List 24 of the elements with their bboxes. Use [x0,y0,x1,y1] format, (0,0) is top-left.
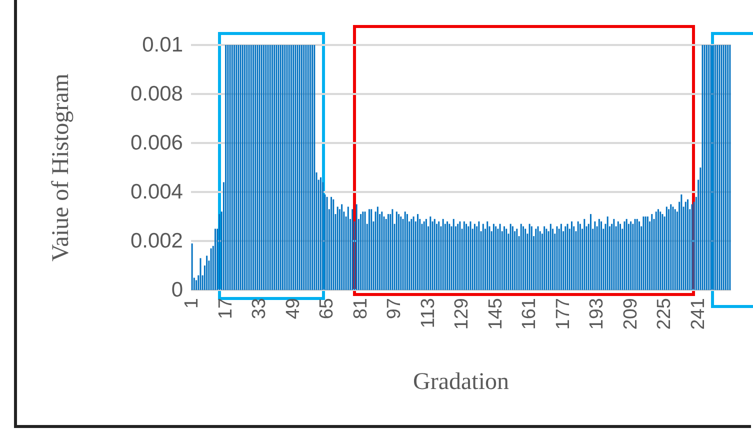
x-tick-label: 241 [688,298,709,330]
x-tick-label: 161 [519,298,540,330]
x-tick-label: 97 [384,298,406,320]
y-tick-label: 0.008 [130,82,183,106]
y-tick-label: 0.01 [142,34,183,56]
x-tick-label: 193 [586,298,608,330]
y-tick-label: 0.006 [130,132,183,154]
x-tick-label: 129 [452,298,473,330]
x-tick-label: 225 [654,298,676,330]
y-tick-label: 0.002 [130,230,183,252]
x-tick-label: 209 [620,298,642,330]
x-tick-label: 33 [249,298,270,320]
x-tick-label: 65 [316,298,338,320]
y-axis-title: Vaiue of Histogram [48,73,74,262]
x-tick-label: 49 [282,298,304,320]
y-tick-label: 0 [171,278,183,302]
x-tick-label: 177 [552,298,574,330]
x-tick-label: 81 [350,298,372,320]
x-tick-label: 145 [485,298,506,330]
y-tick-label: 0.004 [130,180,184,204]
x-axis-title: Gradation [413,369,509,395]
x-tick-label: 1 [182,298,203,309]
x-tick-label: 17 [215,298,236,320]
x-tick-label: 113 [418,298,439,328]
